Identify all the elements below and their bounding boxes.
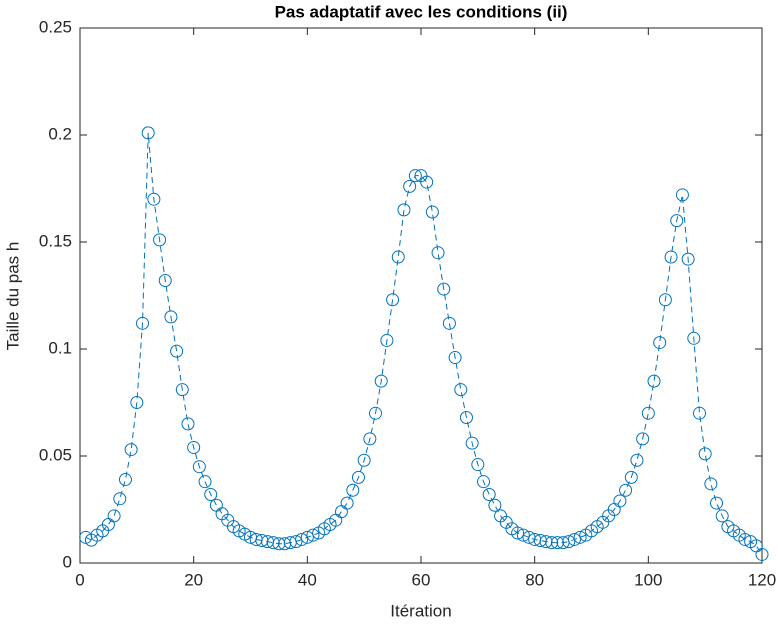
- data-point: [204, 488, 218, 502]
- x-tick-label: 20: [184, 570, 203, 589]
- x-tick-label: 100: [634, 570, 662, 589]
- data-point: [181, 417, 195, 431]
- data-point: [363, 432, 377, 446]
- y-tick-label: 0.1: [48, 338, 72, 357]
- data-point: [442, 316, 456, 330]
- data-point: [545, 536, 559, 550]
- data-point: [351, 470, 365, 484]
- data-point: [715, 509, 729, 523]
- data-point: [374, 374, 388, 388]
- data-point: [198, 475, 212, 489]
- data-point: [124, 443, 138, 457]
- data-point: [300, 530, 314, 544]
- data-point: [619, 483, 633, 497]
- y-tick-label: 0.2: [48, 124, 72, 143]
- plot-area: [79, 27, 763, 564]
- data-line: [85, 132, 763, 555]
- data-point: [755, 547, 769, 561]
- data-point: [306, 528, 320, 542]
- data-point: [539, 535, 553, 549]
- data-point: [130, 396, 144, 409]
- chart-title: Pas adaptatif avec les conditions (ii): [275, 2, 568, 21]
- x-tick-label: 80: [525, 570, 544, 589]
- data-point: [289, 535, 303, 549]
- data-point: [346, 483, 360, 497]
- y-tick-label: 0.25: [39, 17, 72, 36]
- data-point: [670, 214, 684, 228]
- data-point: [624, 470, 638, 484]
- data-point: [704, 477, 718, 491]
- data-point: [113, 492, 127, 506]
- data-point: [710, 496, 724, 510]
- data-point: [408, 169, 422, 183]
- data-point: [567, 532, 581, 546]
- data-point: [266, 536, 280, 550]
- data-point: [136, 316, 150, 330]
- data-point: [653, 336, 667, 350]
- data-point: [164, 310, 178, 324]
- data-point: [448, 351, 462, 365]
- data-point: [681, 252, 695, 266]
- x-tick-label: 0: [75, 570, 84, 589]
- data-point: [454, 383, 468, 397]
- data-point: [369, 406, 383, 420]
- data-point: [471, 458, 485, 472]
- data-point: [613, 494, 627, 508]
- data-point: [386, 293, 400, 307]
- x-tick-label: 40: [298, 570, 317, 589]
- data-point: [698, 447, 712, 461]
- data-point: [641, 406, 655, 420]
- data-point: [420, 175, 434, 189]
- data-point: [357, 453, 371, 467]
- data-point: [636, 432, 650, 446]
- data-point: [295, 532, 309, 546]
- x-tick-label: 60: [412, 570, 431, 589]
- x-axis-label: Itération: [390, 601, 451, 620]
- data-point: [431, 246, 445, 260]
- data-point: [340, 496, 354, 510]
- data-point: [664, 250, 678, 264]
- data-point: [482, 488, 496, 502]
- data-point: [562, 535, 576, 549]
- data-point: [437, 282, 451, 296]
- data-point: [272, 537, 286, 551]
- data-point: [630, 453, 644, 467]
- data-point: [380, 333, 394, 347]
- data-point: [187, 440, 201, 454]
- data-point: [687, 331, 701, 345]
- data-point: [158, 274, 172, 288]
- data-point: [573, 530, 587, 544]
- y-tick-label: 0: [63, 552, 72, 571]
- data-point: [675, 188, 689, 202]
- data-point: [403, 179, 417, 193]
- data-point: [488, 498, 502, 512]
- data-point: [425, 205, 439, 219]
- data-point: [118, 473, 132, 487]
- data-point: [550, 536, 564, 550]
- data-point: [511, 526, 525, 540]
- data-point: [647, 374, 661, 388]
- data-point: [192, 460, 206, 474]
- data-point: [147, 192, 161, 206]
- data-point: [738, 532, 752, 546]
- data-point: [170, 344, 184, 358]
- data-point: [658, 293, 672, 307]
- data-point: [175, 383, 189, 397]
- data-point: [465, 436, 479, 450]
- y-axis-label: Taille du pas h: [3, 242, 22, 351]
- data-point: [141, 126, 155, 140]
- data-point: [107, 509, 121, 523]
- data-point: [397, 203, 411, 217]
- data-point: [477, 475, 491, 489]
- data-point: [516, 528, 530, 542]
- y-tick-label: 0.15: [39, 231, 72, 250]
- data-point: [391, 250, 405, 264]
- data-point: [692, 406, 706, 420]
- data-point: [153, 233, 167, 247]
- y-tick-label: 0.05: [39, 445, 72, 464]
- x-tick-label: 120: [748, 570, 776, 589]
- data-point: [459, 410, 473, 424]
